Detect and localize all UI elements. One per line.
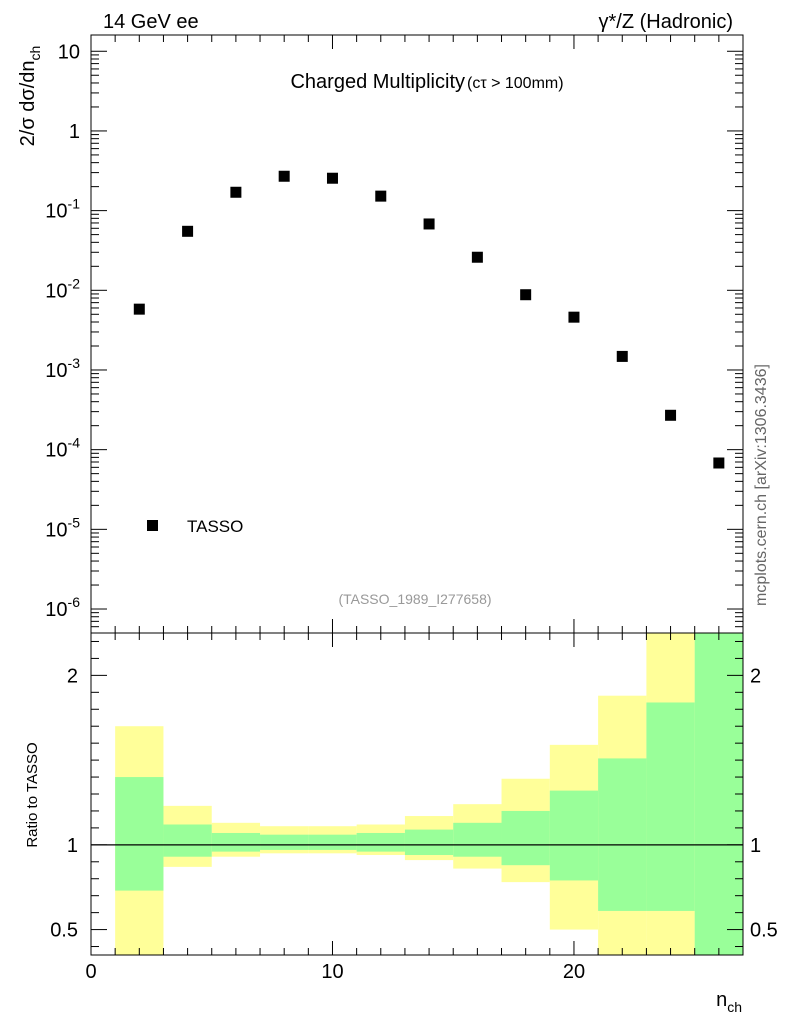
green-band-bin <box>453 822 502 857</box>
green-band-bin <box>646 702 695 911</box>
data-point <box>133 303 145 315</box>
green-band-bin <box>163 824 212 857</box>
green-band-bin <box>356 832 405 852</box>
ratio-y-tick-label-right: 0.5 <box>750 920 778 942</box>
ratio-y-tick-label: 0.5 <box>50 920 78 942</box>
ratio-plot-frame <box>90 632 744 956</box>
green-band-bin <box>501 810 550 866</box>
analysis-tag: (TASSO_1989_I277658) <box>338 591 491 607</box>
y-tick-label: 10-5 <box>45 514 80 541</box>
ratio-y-axis-label: Ratio to TASSO <box>24 742 41 847</box>
data-point <box>713 457 725 469</box>
data-point <box>520 289 532 301</box>
data-point <box>616 350 628 362</box>
data-point <box>665 409 677 421</box>
header-left-label: 14 GeV ee <box>103 11 199 33</box>
data-point <box>375 190 387 202</box>
ratio-y-tick-label: 2 <box>67 665 78 687</box>
ratio-y-tick-label-right: 2 <box>750 665 761 687</box>
chart-subtitle: (cτ > 100mm) <box>467 75 564 92</box>
y-tick-label: 10-2 <box>45 275 80 302</box>
x-axis-label: nch <box>716 989 742 1015</box>
green-band-bin <box>308 834 357 850</box>
ratio-y-tick-label: 1 <box>67 835 78 857</box>
header-right-label: γ*/Z (Hadronic) <box>599 11 733 33</box>
green-band-bin <box>694 633 743 955</box>
y-tick-label: 10-3 <box>45 355 80 382</box>
data-point <box>230 186 242 198</box>
data-point <box>182 225 194 237</box>
y-tick-label: 10-4 <box>45 435 80 462</box>
main-axis-ticks: 10-6 10-5 10-4 10-3 10-2 10-1 1 10 <box>45 35 744 634</box>
y-tick-label: 10-1 <box>45 196 80 223</box>
data-point <box>326 172 338 184</box>
data-point <box>471 251 483 263</box>
data-point <box>278 170 290 182</box>
data-point <box>423 218 435 230</box>
main-plot-frame <box>90 34 744 634</box>
ratio-axis-ticks: 0.5 0.51 12 20 10 20 <box>50 633 778 983</box>
green-band-bin <box>211 832 261 852</box>
x-tick-label: 0 <box>85 961 96 983</box>
y-tick-label: 10-6 <box>45 594 80 621</box>
y-tick-label: 1 <box>69 121 80 143</box>
ratio-y-tick-label-right: 1 <box>750 835 761 857</box>
green-band-bin <box>404 829 454 856</box>
green-band-bin <box>115 777 164 891</box>
chart-title: Charged Multiplicity <box>290 71 465 93</box>
x-tick-label: 10 <box>321 961 343 983</box>
y-tick-label: 10 <box>58 41 80 63</box>
side-watermark: mcplots.cern.ch [arXiv:1306.3436] <box>753 364 770 606</box>
x-tick-label: 20 <box>563 961 585 983</box>
green-band-bin <box>598 758 647 911</box>
green-band-bin <box>260 834 309 850</box>
legend-marker <box>147 520 158 531</box>
data-points <box>133 170 725 469</box>
main-y-axis-label: 2/σ dσ/dnch <box>17 46 43 147</box>
ratio-bands <box>115 633 743 955</box>
green-band-bin <box>549 790 599 881</box>
data-point <box>568 311 580 323</box>
legend-label: TASSO <box>187 517 243 536</box>
